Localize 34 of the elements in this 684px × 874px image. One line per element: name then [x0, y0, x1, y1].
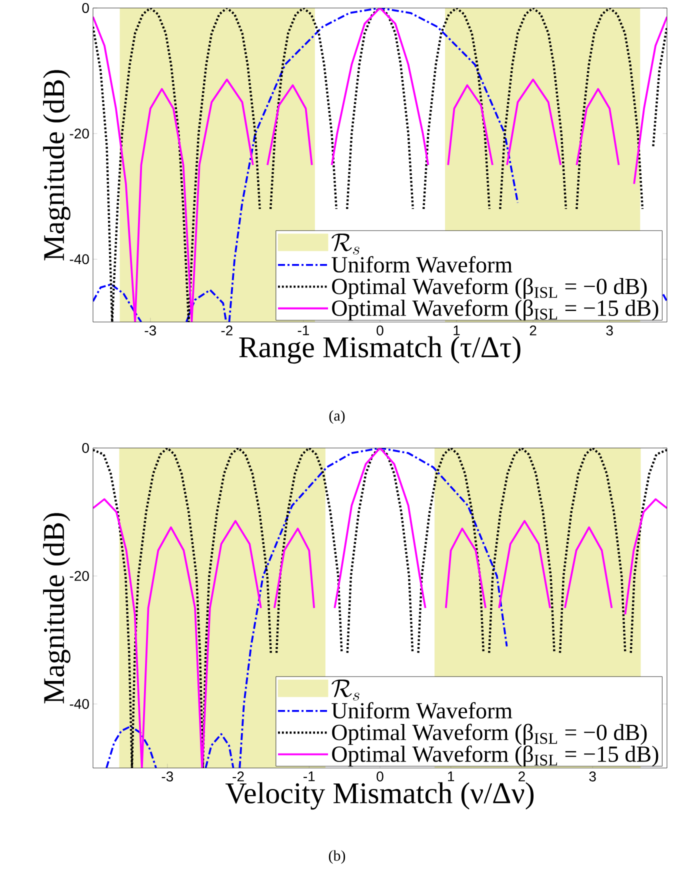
y-tick-label: -20	[70, 128, 89, 139]
y-tick-label: -20	[70, 571, 89, 581]
y-axis-title: Magnitude (dB)	[43, 513, 70, 704]
x-tick-label: 3	[589, 772, 596, 782]
x-axis-title: Velocity Mismatch (ν/Δν)	[225, 782, 534, 810]
y-tick-label: -40	[70, 699, 89, 709]
legend-label: Optimal Waveform (β$_{ISL}$ = −15 dB)	[332, 300, 658, 321]
x-tick-label: 3	[606, 326, 613, 336]
x-tick-label: -2	[221, 326, 232, 336]
legend-label: Optimal Waveform (β$_{ISL}$ = −0 dB)	[332, 724, 647, 745]
x-tick-label: -1	[304, 772, 315, 782]
x-tick-label: 0	[376, 772, 384, 782]
y-tick-label: 0	[82, 443, 89, 453]
y-tick-label: -40	[70, 254, 89, 264]
band-label: $\mathcal{R}_s$	[332, 680, 360, 701]
x-tick-label: 2	[530, 326, 536, 336]
x-tick-label: 0	[376, 326, 384, 336]
text: (a)	[329, 410, 345, 424]
x-tick-label: 1	[454, 326, 460, 336]
x-tick-label: -3	[144, 326, 156, 336]
legend-label: Optimal Waveform (β$_{ISL}$ = −15 dB)	[332, 745, 658, 767]
legend-label: Optimal Waveform (β$_{ISL}$ = −0 dB)	[332, 278, 647, 299]
x-tick-label: -2	[232, 772, 244, 782]
x-tick-label: -1	[298, 326, 310, 336]
x-tick-label: 1	[448, 772, 454, 782]
band-label: $\mathcal{R}_s$	[332, 234, 360, 255]
x-tick-label: -3	[162, 772, 174, 782]
text: (b)	[328, 850, 346, 864]
y-tick-label: 0	[82, 3, 89, 13]
x-tick-label: 2	[518, 772, 525, 782]
x-axis-title: Range Mismatch (τ/Δτ)	[239, 336, 520, 364]
y-axis-title: Magnitude (dB)	[43, 70, 70, 260]
legend-label: Uniform Waveform	[332, 256, 512, 273]
legend-label: Uniform Waveform	[332, 702, 512, 719]
